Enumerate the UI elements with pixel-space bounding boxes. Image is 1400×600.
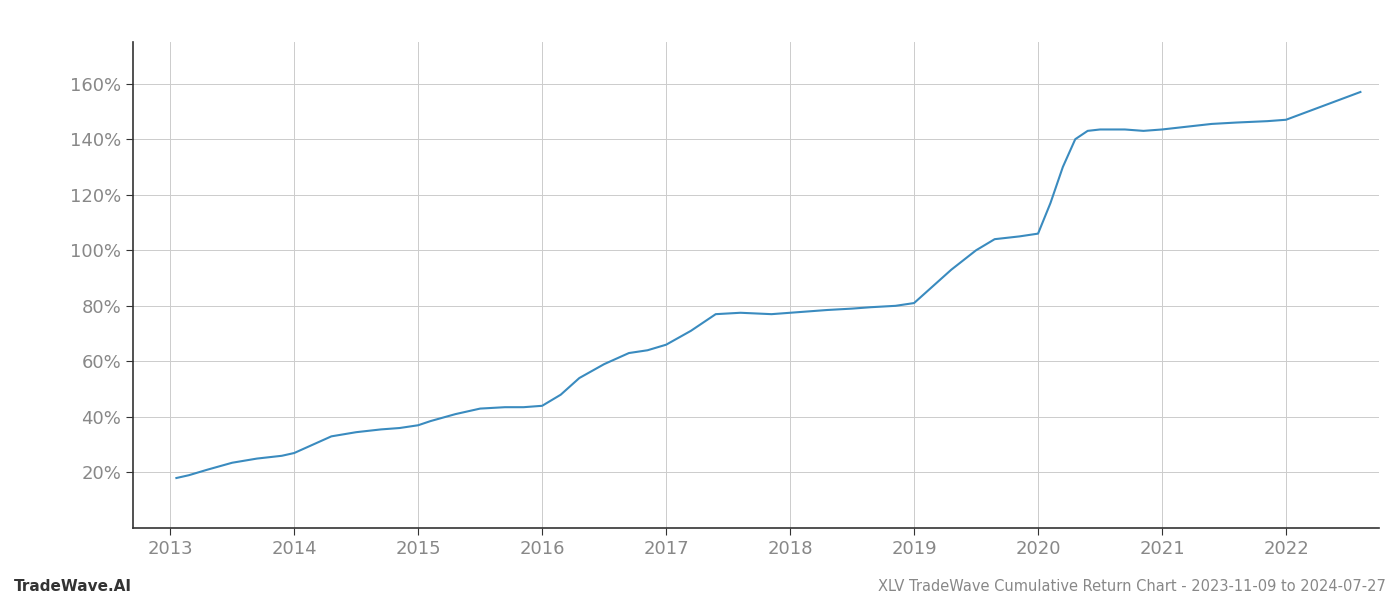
Text: XLV TradeWave Cumulative Return Chart - 2023-11-09 to 2024-07-27: XLV TradeWave Cumulative Return Chart - … (878, 579, 1386, 594)
Text: TradeWave.AI: TradeWave.AI (14, 579, 132, 594)
